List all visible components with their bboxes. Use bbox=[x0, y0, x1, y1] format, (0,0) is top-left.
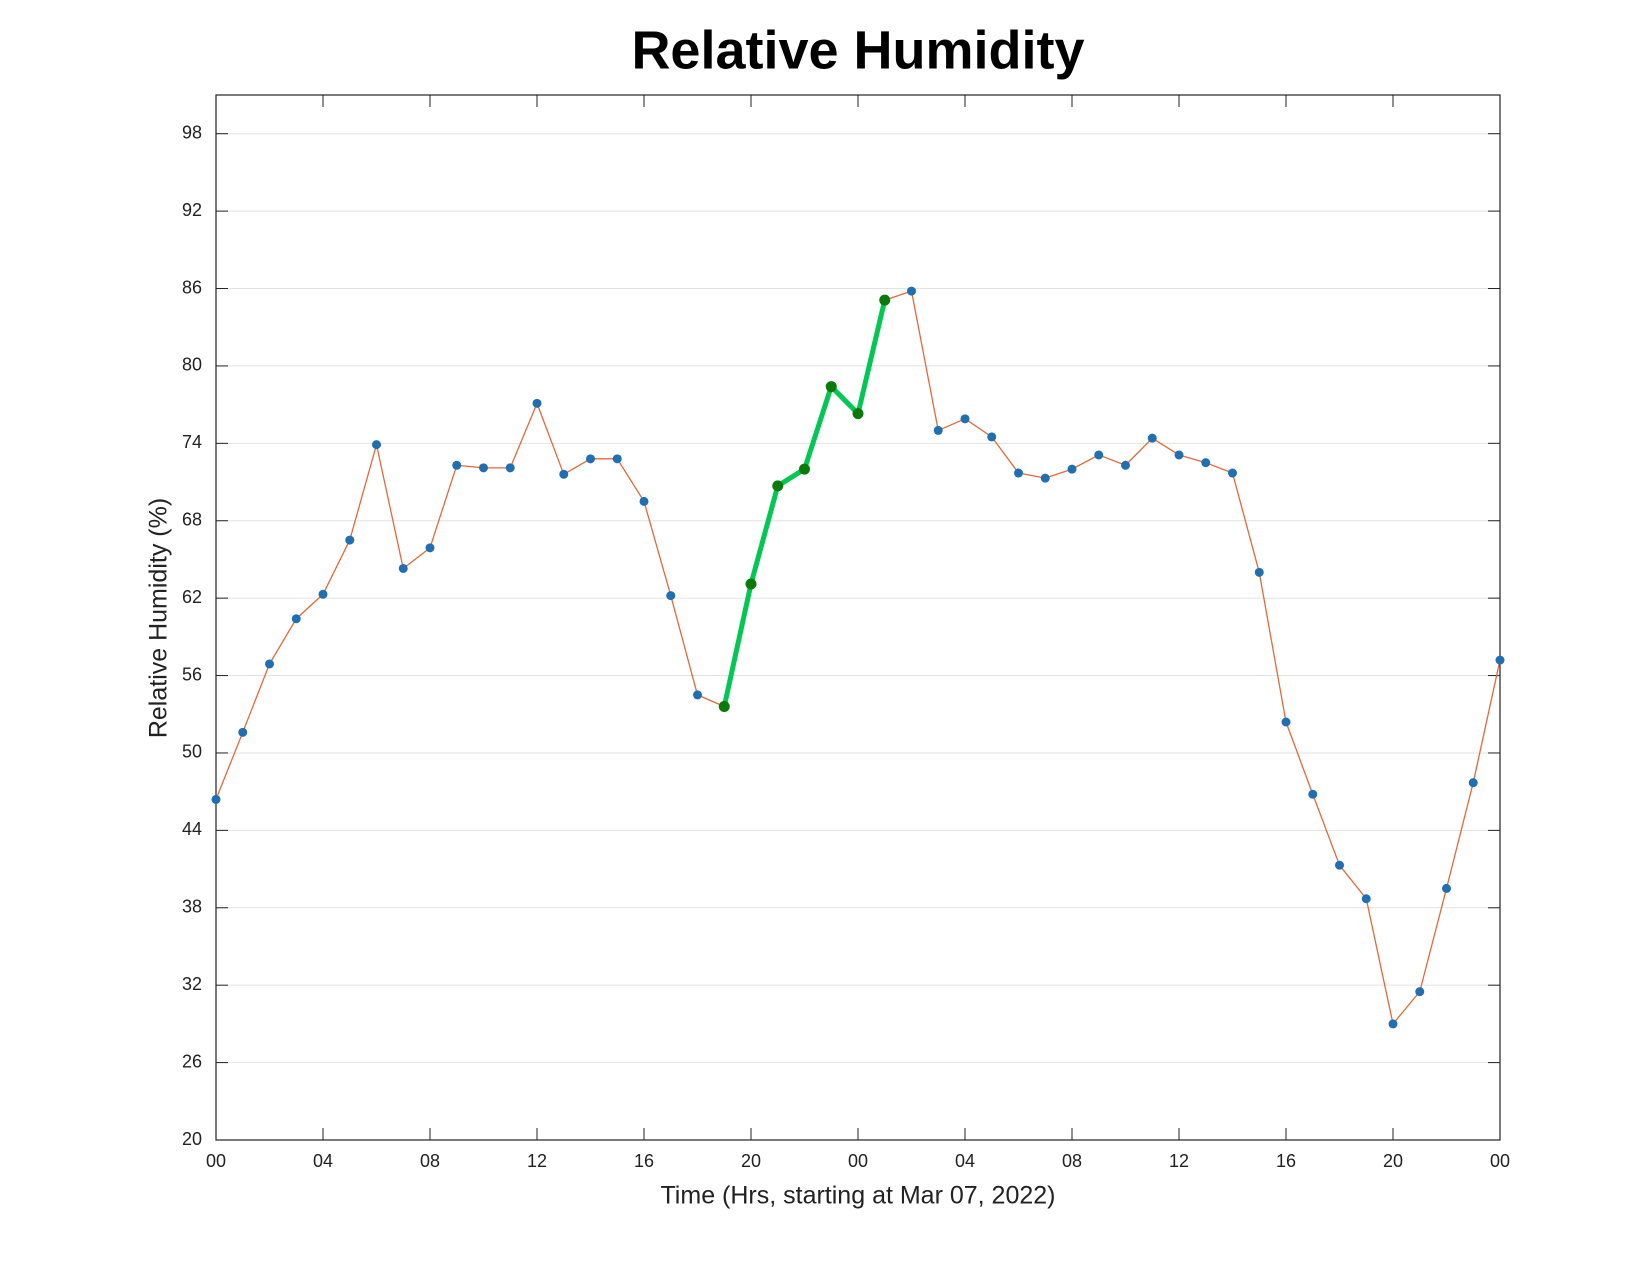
data-point bbox=[238, 727, 248, 737]
y-tick-label: 56 bbox=[182, 664, 202, 684]
data-point bbox=[505, 463, 515, 473]
data-point bbox=[425, 543, 435, 553]
data-point bbox=[1388, 1019, 1398, 1029]
y-tick-label: 86 bbox=[182, 277, 202, 297]
data-point bbox=[1361, 894, 1371, 904]
data-point bbox=[1281, 717, 1291, 727]
data-point bbox=[1254, 567, 1264, 577]
data-point bbox=[718, 701, 730, 713]
chart-title: Relative Humidity bbox=[631, 20, 1084, 80]
data-point bbox=[1495, 655, 1505, 665]
x-axis-label: Time (Hrs, starting at Mar 07, 2022) bbox=[660, 1182, 1055, 1210]
data-point bbox=[666, 591, 676, 601]
series-line bbox=[215, 290, 1501, 1025]
data-point bbox=[1014, 468, 1023, 478]
data-point bbox=[1094, 450, 1104, 460]
y-tick-label: 26 bbox=[182, 1051, 202, 1071]
data-point bbox=[960, 414, 970, 424]
data-point bbox=[1415, 987, 1425, 997]
plot-frame bbox=[215, 94, 1501, 1141]
data-point bbox=[211, 794, 221, 804]
y-tick-label: 38 bbox=[182, 897, 202, 917]
x-tick-label: 12 bbox=[527, 1151, 547, 1171]
y-tick-label: 20 bbox=[182, 1129, 202, 1149]
x-tick-label: 00 bbox=[206, 1151, 226, 1171]
y-tick-label: 32 bbox=[182, 974, 202, 994]
data-point bbox=[265, 659, 274, 669]
x-tick-label: 00 bbox=[848, 1151, 868, 1171]
data-point bbox=[1442, 883, 1451, 893]
x-tick-label: 00 bbox=[1490, 1151, 1510, 1171]
data-point bbox=[852, 408, 864, 420]
data-point bbox=[559, 469, 569, 479]
data-point bbox=[612, 454, 622, 464]
y-tick-label: 98 bbox=[182, 122, 202, 142]
data-point bbox=[398, 563, 408, 573]
x-tick-label: 08 bbox=[1062, 1151, 1082, 1171]
data-point bbox=[372, 440, 381, 450]
data-point bbox=[745, 578, 757, 590]
data-point bbox=[693, 690, 702, 700]
data-point bbox=[452, 460, 462, 470]
y-tick-label: 62 bbox=[182, 587, 202, 607]
data-point bbox=[825, 381, 837, 393]
y-tick-label: 74 bbox=[182, 432, 202, 452]
data-point bbox=[318, 589, 328, 599]
x-tick-label: 04 bbox=[313, 1151, 333, 1171]
data-point bbox=[907, 286, 916, 296]
data-point bbox=[345, 535, 355, 545]
x-tick-label: 20 bbox=[741, 1151, 761, 1171]
y-tick-label: 92 bbox=[182, 200, 202, 220]
y-tick-label: 80 bbox=[182, 355, 202, 375]
data-point bbox=[933, 425, 943, 435]
y-tick-label: 44 bbox=[182, 819, 202, 839]
data-point bbox=[1067, 464, 1077, 474]
x-tick-label: 08 bbox=[420, 1151, 440, 1171]
data-point bbox=[1335, 860, 1344, 870]
data-point bbox=[291, 614, 301, 624]
data-point bbox=[987, 432, 997, 442]
data-point bbox=[879, 294, 891, 306]
y-tick-label: 68 bbox=[182, 509, 202, 529]
data-point bbox=[1228, 468, 1237, 478]
data-point bbox=[799, 463, 810, 475]
data-point bbox=[532, 398, 542, 408]
data-point bbox=[1147, 433, 1157, 443]
data-point bbox=[586, 454, 595, 464]
data-point bbox=[772, 480, 784, 492]
series-line bbox=[721, 299, 888, 708]
data-point bbox=[1174, 450, 1184, 460]
x-tick-label: 20 bbox=[1383, 1151, 1403, 1171]
data-point bbox=[1121, 460, 1130, 470]
data-point bbox=[1308, 789, 1318, 799]
data-point bbox=[1040, 473, 1050, 483]
data-point bbox=[479, 463, 488, 473]
data-point bbox=[1468, 778, 1478, 788]
y-axis-label: Relative Humidity (%) bbox=[145, 498, 173, 738]
x-tick-label: 12 bbox=[1169, 1151, 1189, 1171]
y-tick-label: 50 bbox=[182, 742, 202, 762]
x-tick-label: 16 bbox=[1276, 1151, 1296, 1171]
x-tick-label: 16 bbox=[634, 1151, 654, 1171]
data-point bbox=[1201, 458, 1211, 468]
data-point bbox=[639, 496, 649, 506]
x-tick-label: 04 bbox=[955, 1151, 975, 1171]
